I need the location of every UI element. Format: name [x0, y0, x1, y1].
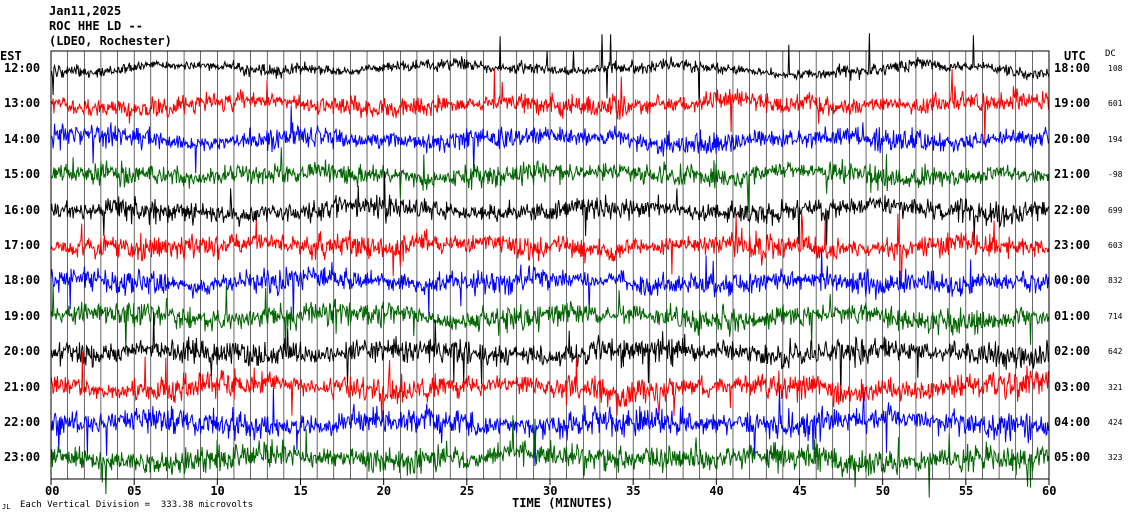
- trace-row-2000: [50, 311, 1050, 402]
- dc-offset-value: 321: [1108, 382, 1123, 392]
- network-name: (LDEO, Rochester): [49, 34, 172, 48]
- dc-offset-value: 194: [1108, 134, 1123, 144]
- dc-offset-value: 108: [1108, 64, 1123, 73]
- x-tick-label: 05: [127, 484, 142, 498]
- trace-row-1500: [50, 147, 1050, 213]
- est-row-label: 15:00: [4, 167, 41, 182]
- trace-row-1400: [50, 105, 1050, 174]
- dc-offset-value: 323: [1108, 453, 1123, 463]
- est-row-label: 12:00: [4, 61, 41, 75]
- trace-row-2100: [50, 351, 1050, 418]
- dc-offset-value: 832: [1108, 276, 1123, 286]
- trace-row-2300: [50, 415, 1050, 498]
- x-tick-label: 25: [459, 484, 475, 498]
- dc-axis-title: DC: [1105, 49, 1116, 59]
- utc-axis-title: UTC: [1064, 49, 1086, 63]
- est-row-label: 13:00: [4, 96, 41, 111]
- utc-row-label: 21:00: [1054, 167, 1091, 182]
- trace-row-1300: [50, 68, 1050, 141]
- utc-row-label: 19:00: [1054, 96, 1091, 111]
- trace-row-1700: [50, 212, 1050, 287]
- x-tick-label: 20: [376, 484, 392, 498]
- dc-offset-value: 424: [1108, 418, 1123, 427]
- est-row-label: 17:00: [4, 238, 41, 252]
- station-code: ROC HHE LD --: [49, 19, 143, 33]
- est-row-label: 18:00: [4, 273, 41, 288]
- dc-offset-value: -98: [1108, 170, 1123, 180]
- dc-offset-value: 601: [1108, 99, 1123, 109]
- trace-row-1800: [50, 248, 1050, 321]
- est-row-label: 14:00: [4, 131, 41, 146]
- est-row-label: 23:00: [4, 450, 41, 465]
- utc-row-label: 18:00: [1054, 61, 1091, 75]
- x-tick-label: 15: [293, 484, 308, 498]
- utc-row-label: 23:00: [1054, 238, 1091, 252]
- utc-row-label: 20:00: [1054, 131, 1091, 146]
- trace-row-1600: [50, 171, 1050, 246]
- trace-row-2200: [50, 387, 1050, 467]
- utc-row-label: 01:00: [1054, 308, 1091, 323]
- dc-offset-value: 603: [1108, 241, 1123, 250]
- utc-row-label: 04:00: [1054, 415, 1091, 429]
- est-axis-title: EST: [0, 49, 22, 63]
- trace-row-1900: [50, 283, 1050, 355]
- x-tick-label: 10: [210, 484, 225, 498]
- utc-row-label: 05:00: [1054, 450, 1091, 465]
- record-date: Jan11,2025: [49, 4, 122, 18]
- utc-row-label: 22:00: [1054, 202, 1091, 217]
- utc-row-label: 03:00: [1054, 379, 1091, 394]
- x-tick-label: 00: [45, 484, 60, 498]
- logo-mark: JL: [2, 503, 11, 511]
- x-tick-label: 35: [626, 484, 641, 498]
- x-tick-label: 40: [709, 484, 724, 498]
- dc-offset-value: 642: [1108, 347, 1123, 357]
- x-axis-ticks: [50, 479, 1050, 485]
- trace-row-1200: [50, 33, 1050, 101]
- x-tick-label: 50: [875, 484, 891, 498]
- est-row-label: 22:00: [4, 415, 41, 429]
- est-row-label: 16:00: [4, 202, 41, 217]
- dc-offset-value: 699: [1108, 205, 1123, 215]
- utc-row-label: 00:00: [1054, 273, 1091, 288]
- x-axis-label: TIME (MINUTES): [512, 496, 614, 510]
- est-row-label: 21:00: [4, 379, 41, 394]
- seismic-traces: [50, 33, 1050, 498]
- x-tick-label: 30: [543, 484, 558, 498]
- x-tick-label: 55: [958, 484, 974, 498]
- x-tick-label: 60: [1042, 484, 1057, 498]
- scale-note: Each Vertical Division = 333.38 microvol…: [20, 500, 253, 510]
- est-row-label: 20:00: [4, 344, 41, 359]
- utc-row-label: 02:00: [1054, 344, 1091, 359]
- dc-offset-value: 714: [1108, 311, 1123, 321]
- est-row-label: 19:00: [4, 308, 41, 323]
- x-tick-label: 45: [792, 484, 807, 498]
